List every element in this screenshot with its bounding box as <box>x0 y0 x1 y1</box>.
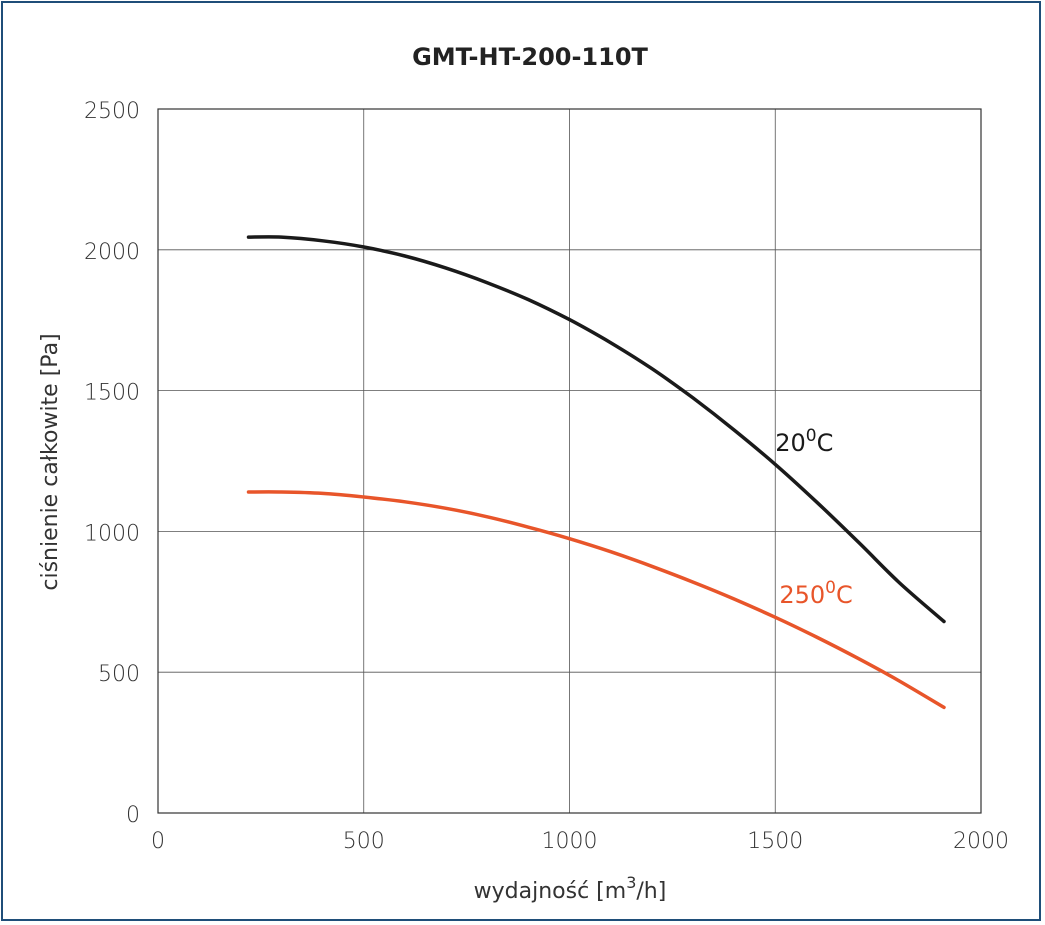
y-tick-label: 0 <box>126 803 140 828</box>
x-tick-label: 0 <box>151 829 165 854</box>
y-ticks: 0 500 1000 1500 2000 2500 <box>84 99 140 828</box>
grid <box>158 109 981 813</box>
y-tick-label: 2000 <box>84 240 140 265</box>
x-tick-label: 1500 <box>747 829 803 854</box>
x-tick-label: 500 <box>343 829 385 854</box>
y-tick-label: 1500 <box>84 381 140 406</box>
series-line-1 <box>246 490 946 710</box>
y-tick-label: 2500 <box>84 99 140 124</box>
y-axis-label: ciśnienie całkowite [Pa] <box>38 333 63 590</box>
y-tick-label: 500 <box>98 662 140 687</box>
series-group: 200C 2500C <box>246 235 946 710</box>
series-label-1: 2500C <box>779 578 852 609</box>
x-tick-label: 2000 <box>953 829 1009 854</box>
chart-title: GMT-HT-200-110T <box>412 43 648 71</box>
plot-area <box>157 108 982 814</box>
x-ticks: 0 500 1000 1500 2000 <box>151 829 1009 854</box>
x-axis-label: wydajność [m3/h] <box>474 873 667 904</box>
series-label-0: 200C <box>775 426 833 457</box>
series-line-0 <box>246 235 946 624</box>
x-tick-label: 1000 <box>542 829 598 854</box>
y-tick-label: 1000 <box>84 521 140 546</box>
